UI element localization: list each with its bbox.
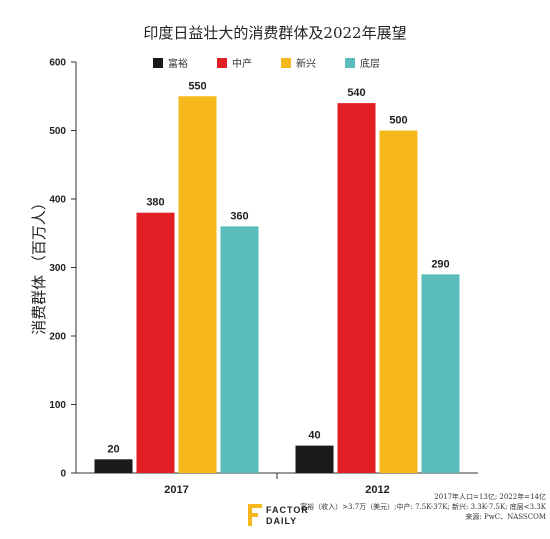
bar-2012-3 <box>421 274 460 473</box>
chart-title: 印度日益壮大的消费群体及2022年展望 <box>143 24 406 42</box>
data-label: 500 <box>389 115 407 127</box>
legend-item: 富裕 <box>153 57 188 70</box>
bar-2017-0 <box>94 459 133 473</box>
y-axis: 0 100 200 300 400 500 600 <box>49 58 77 480</box>
legend-swatch <box>281 58 291 68</box>
data-labels: 20 380 550 360 40 540 500 290 <box>107 80 449 455</box>
note-population: 2017年人口=13亿; 2022年=14亿 <box>434 492 546 501</box>
legend-swatch <box>153 58 163 68</box>
logo-mark-icon <box>248 504 262 526</box>
legend-label: 底层 <box>360 57 380 70</box>
bar-2017-1 <box>136 212 175 473</box>
bars <box>94 96 460 473</box>
x-axis: 2017 2012 <box>76 472 478 496</box>
bar-2017-2 <box>178 96 217 473</box>
legend-swatch <box>345 58 355 68</box>
logo-text-line2: DAILY <box>266 516 297 526</box>
x-tick-label: 2017 <box>164 484 188 496</box>
x-tick-label: 2012 <box>365 484 389 496</box>
data-label: 360 <box>230 210 248 222</box>
legend-label: 新兴 <box>296 57 316 70</box>
note-source: 来源: PwC、NASSCOM <box>465 512 546 521</box>
y-tick-label: 600 <box>49 58 66 69</box>
data-label: 550 <box>188 80 206 92</box>
y-axis-label: 消费群体 （百万人） <box>30 195 48 335</box>
bar-2012-2 <box>379 130 418 473</box>
data-label: 20 <box>107 443 119 455</box>
legend-label: 富裕 <box>168 57 188 70</box>
factor-daily-logo: FACTOR DAILY <box>248 504 309 526</box>
y-tick-label: 300 <box>49 263 66 274</box>
y-tick-label: 0 <box>60 469 66 480</box>
bar-2012-1 <box>337 103 376 473</box>
legend-item: 新兴 <box>281 57 316 70</box>
y-tick-label: 500 <box>49 126 66 137</box>
data-label: 290 <box>431 258 449 270</box>
y-tick-label: 400 <box>49 195 66 206</box>
data-label: 380 <box>146 197 164 209</box>
legend: 富裕 中产 新兴 底层 <box>153 57 380 70</box>
bar-2017-3 <box>220 226 259 473</box>
legend-swatch <box>217 58 227 68</box>
data-label: 540 <box>347 87 365 99</box>
legend-label: 中产 <box>232 57 252 70</box>
note-income-ranges: 富裕（收入）>3.7万（美元）;中产: 7.5K-37K; 新兴: 3.3K-7… <box>300 502 547 511</box>
legend-item: 中产 <box>217 57 252 70</box>
data-label: 40 <box>308 430 320 442</box>
y-tick-label: 100 <box>49 400 66 411</box>
bar-2012-0 <box>295 445 334 473</box>
legend-item: 底层 <box>345 57 380 70</box>
logo-text-line1: FACTOR <box>266 505 309 515</box>
y-tick-label: 200 <box>49 332 66 343</box>
